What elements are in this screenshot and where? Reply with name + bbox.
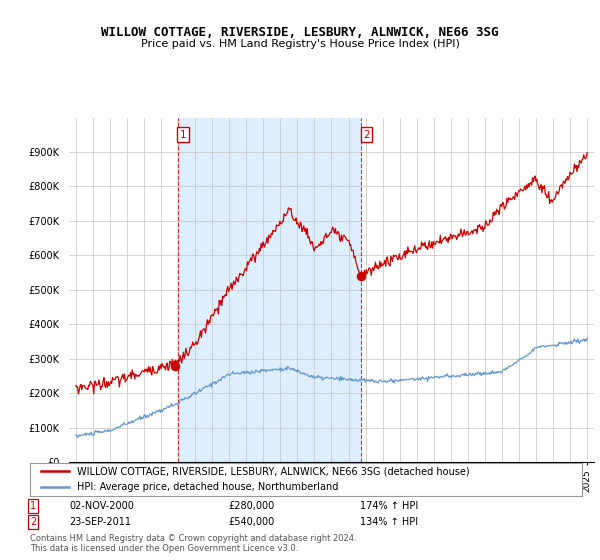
Bar xyxy=(178,118,361,462)
Text: 23-SEP-2011: 23-SEP-2011 xyxy=(69,517,131,527)
Text: 1: 1 xyxy=(180,130,187,140)
Text: Price paid vs. HM Land Registry's House Price Index (HPI): Price paid vs. HM Land Registry's House … xyxy=(140,39,460,49)
Text: HPI: Average price, detached house, Northumberland: HPI: Average price, detached house, Nort… xyxy=(77,483,338,492)
Text: 02-NOV-2000: 02-NOV-2000 xyxy=(69,501,134,511)
Text: 174% ↑ HPI: 174% ↑ HPI xyxy=(360,501,418,511)
Text: £540,000: £540,000 xyxy=(228,517,274,527)
Text: WILLOW COTTAGE, RIVERSIDE, LESBURY, ALNWICK, NE66 3SG: WILLOW COTTAGE, RIVERSIDE, LESBURY, ALNW… xyxy=(101,26,499,39)
Text: 2: 2 xyxy=(363,130,370,140)
Text: Contains HM Land Registry data © Crown copyright and database right 2024.
This d: Contains HM Land Registry data © Crown c… xyxy=(30,534,356,553)
Text: 2: 2 xyxy=(30,517,36,527)
Text: 1: 1 xyxy=(30,501,36,511)
Text: 134% ↑ HPI: 134% ↑ HPI xyxy=(360,517,418,527)
Text: £280,000: £280,000 xyxy=(228,501,274,511)
Point xyxy=(356,272,366,281)
Text: WILLOW COTTAGE, RIVERSIDE, LESBURY, ALNWICK, NE66 3SG (detached house): WILLOW COTTAGE, RIVERSIDE, LESBURY, ALNW… xyxy=(77,466,470,476)
Point xyxy=(170,361,180,370)
